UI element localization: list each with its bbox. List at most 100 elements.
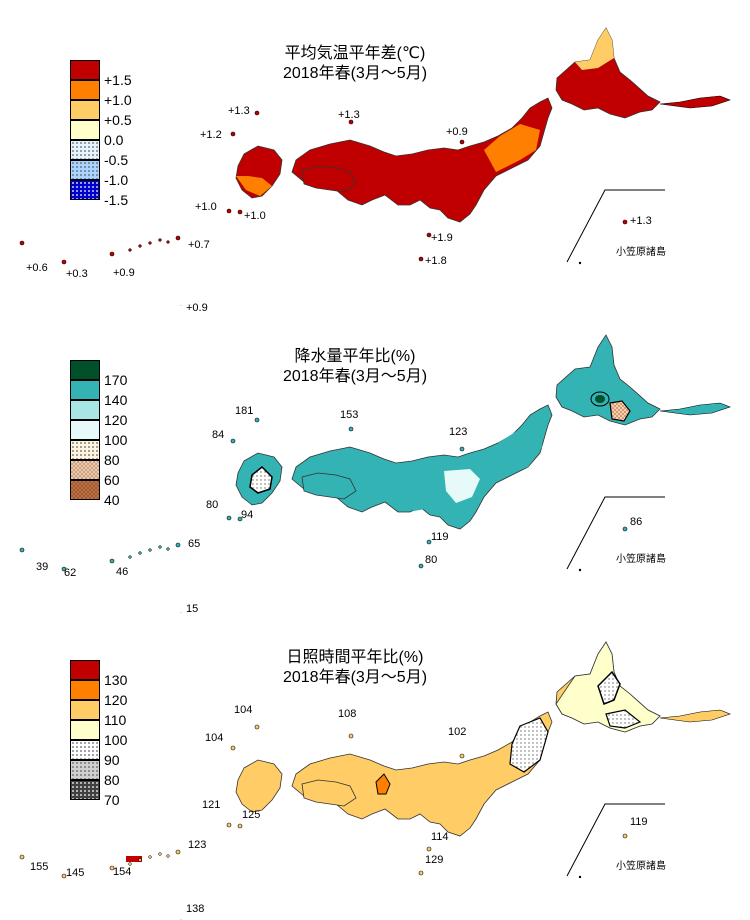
oki-value: 153 [340, 409, 359, 421]
northern-islands [659, 95, 731, 109]
ogasawara-dot [578, 568, 582, 572]
legend-swatch [70, 460, 100, 480]
yakushima-value: 121 [202, 799, 221, 811]
miyake-island [418, 256, 424, 262]
legend-label: 100 [104, 732, 128, 748]
dim-region [605, 709, 642, 729]
ogasawara-label: 小笠原諸島 [616, 859, 666, 872]
legend-swatch [70, 660, 100, 680]
legend-label: +1.0 [104, 92, 132, 108]
ogasawara-label: 小笠原諸島 [616, 552, 666, 565]
kyushu-region [235, 759, 283, 813]
legend-label: 80 [104, 772, 120, 788]
title-line1: 平均気温平年差(℃) [284, 45, 426, 62]
northern-islands [659, 709, 731, 723]
precipitation-ratio-map: 降水量平年比(%) 2018年春(3月～5月) 170 140 120 100 80 60… [0, 307, 750, 615]
okinawa-island [148, 855, 152, 859]
daito-value: 15 [186, 603, 199, 615]
wet-region [388, 465, 440, 511]
miyake-value: 129 [425, 854, 444, 866]
tsushima-value: +1.3 [228, 105, 250, 117]
sado-value: +0.9 [446, 126, 468, 138]
okinawa-island [166, 547, 170, 551]
shikoku-region [301, 779, 357, 807]
normal-region [444, 469, 480, 503]
legend-swatch [70, 740, 100, 760]
hot-region [595, 88, 640, 112]
legend-swatch [70, 120, 100, 140]
legend-label: -1.5 [104, 192, 129, 208]
dry-region [249, 465, 273, 494]
amami-island [175, 235, 181, 241]
amami-island [175, 542, 181, 548]
sado-value: 102 [448, 726, 467, 738]
hachijo-island [426, 846, 432, 852]
title-line1: 降水量平年比(%) [294, 348, 416, 365]
oki-value: 108 [338, 708, 357, 720]
tsushima-value: 104 [234, 704, 253, 716]
legend-swatch [70, 100, 100, 120]
title-line1: 日照時間平年比(%) [286, 649, 424, 666]
legend-swatch [70, 780, 100, 800]
honshu-region [291, 711, 553, 837]
legend-swatch [70, 480, 100, 500]
tanegashima-value: 94 [241, 509, 254, 521]
ogasawara-dot [578, 261, 582, 265]
oki-island [348, 733, 354, 739]
yakushima-island [226, 822, 232, 828]
legend-swatch [70, 80, 100, 100]
legend-swatch [70, 680, 100, 700]
tanegashima-island [237, 516, 243, 522]
legend-label: 130 [104, 672, 128, 688]
tsushima-island [254, 110, 260, 116]
sado-island [459, 753, 465, 759]
okinawa-island [158, 238, 162, 242]
hachijo-value: 119 [431, 531, 449, 543]
chichijima-value: 86 [630, 516, 643, 528]
yonaguni-island [19, 240, 25, 246]
hot-region [386, 150, 484, 214]
temperature-anomaly-map: 平均気温平年差(℃) 2018年春(3月～5月) +1.5 +1.0 +0.5 0.0… [0, 0, 750, 314]
legend-label: 170 [104, 372, 128, 388]
amami-value: +0.7 [188, 239, 210, 251]
tanegashima-island [237, 209, 243, 215]
okinawa-island [138, 858, 142, 862]
sado-island [459, 446, 465, 452]
legend-label: 80 [104, 452, 120, 468]
legend-label: 110 [104, 712, 127, 728]
okinawa-island [138, 244, 142, 248]
ogasawara-inset-frame [566, 803, 665, 877]
legend-swatch [70, 400, 100, 420]
title-line2: 2018年春(3月～5月) [282, 669, 428, 686]
miyake-value: 80 [425, 554, 438, 566]
legend-swatch [70, 380, 100, 400]
map-title: 日照時間平年比(%) 2018年春(3月～5月) [240, 648, 470, 688]
legend-swatch [70, 60, 100, 80]
miyake-island [418, 563, 424, 569]
tsushima-island [254, 724, 260, 730]
ogasawara-label: 小笠原諸島 [616, 245, 666, 258]
legend-swatch [70, 180, 100, 200]
yonaguni-island [19, 854, 25, 860]
daito-value: 138 [186, 903, 205, 915]
okinawa-island [158, 852, 162, 856]
ogasawara-dot [578, 875, 582, 879]
miyake-value: +1.8 [425, 255, 447, 267]
ishigaki-value: 62 [64, 567, 77, 579]
goto-island [230, 131, 236, 137]
legend-label: 0.0 [104, 132, 124, 148]
tsushima-value: 181 [235, 405, 254, 417]
legend-label: 90 [104, 752, 120, 768]
tanegashima-value: 125 [242, 809, 261, 821]
legend-swatch [70, 160, 100, 180]
japan-map: 小笠原諸島 [19, 334, 731, 613]
very-wet-core-region [595, 395, 605, 403]
color-legend: 130 120 110 100 90 80 70 [70, 660, 127, 807]
okinawa-island [158, 545, 162, 549]
mild-region [575, 28, 614, 70]
ishigaki-island [61, 566, 67, 572]
legend-swatch [70, 360, 100, 380]
title-line2: 2018年春(3月～5月) [282, 65, 428, 82]
legend-label: -1.0 [104, 172, 129, 188]
legend-swatch [70, 760, 100, 780]
